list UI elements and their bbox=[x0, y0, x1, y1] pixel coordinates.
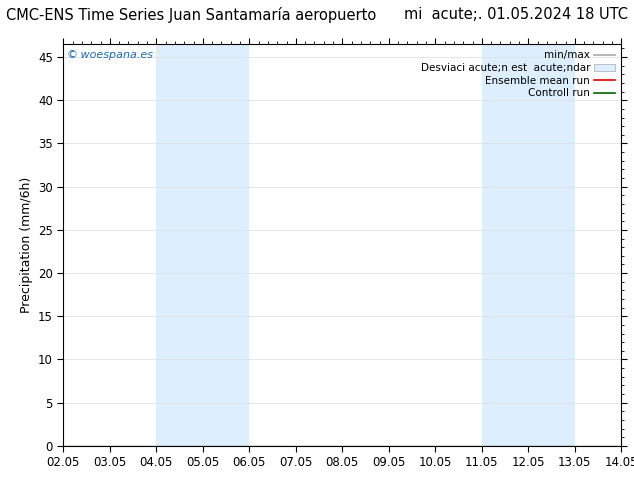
Legend: min/max, Desviaci acute;n est  acute;ndar, Ensemble mean run, Controll run: min/max, Desviaci acute;n est acute;ndar… bbox=[417, 46, 619, 102]
Bar bbox=[482, 44, 575, 446]
Text: woespana.es: woespana.es bbox=[77, 50, 153, 60]
Y-axis label: Precipitation (mm/6h): Precipitation (mm/6h) bbox=[20, 177, 32, 313]
Bar bbox=[157, 44, 249, 446]
Text: ©: © bbox=[66, 50, 77, 60]
Text: CMC-ENS Time Series Juan Santamaría aeropuerto: CMC-ENS Time Series Juan Santamaría aero… bbox=[6, 7, 377, 24]
Text: mi  acute;. 01.05.2024 18 UTC: mi acute;. 01.05.2024 18 UTC bbox=[404, 7, 628, 23]
